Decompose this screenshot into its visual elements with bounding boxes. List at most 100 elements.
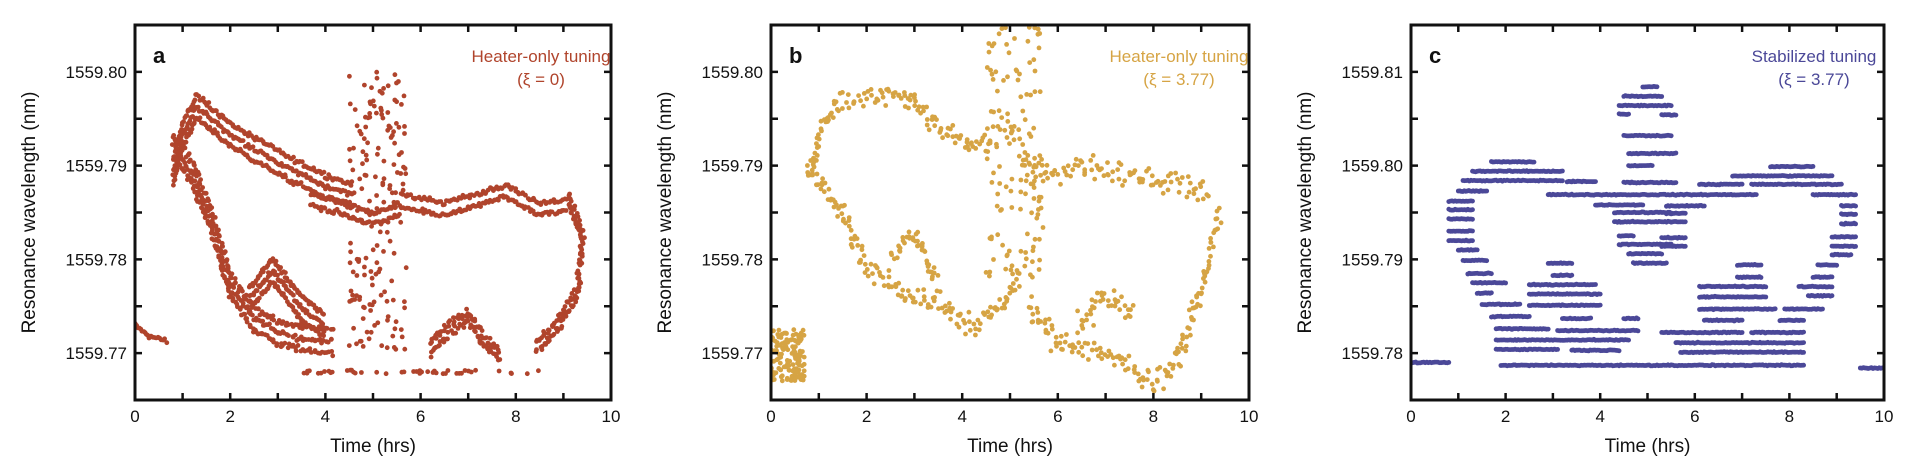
data-point [835, 214, 840, 219]
data-point [789, 337, 795, 342]
data-point [811, 164, 817, 170]
data-point [386, 123, 392, 129]
data-point [545, 327, 551, 333]
data-point [865, 273, 871, 279]
data-point [995, 306, 1000, 312]
data-point [1470, 198, 1475, 204]
data-point [351, 145, 356, 151]
data-point [849, 244, 855, 250]
panel-b: 0 2 4 6 8 101559.771559.781559.791559.80Time … [655, 23, 1258, 457]
data-point [1545, 326, 1551, 332]
data-point [304, 308, 310, 314]
data-point [260, 269, 266, 275]
data-point [346, 343, 352, 348]
data-point [870, 271, 875, 276]
data-point [359, 186, 365, 192]
data-point [1117, 307, 1123, 313]
data-point [950, 306, 955, 311]
data-point [1018, 189, 1024, 195]
data-point [1024, 92, 1030, 97]
data-point [1018, 248, 1024, 254]
data-point [999, 115, 1005, 120]
data-point [361, 136, 367, 142]
data-point [1185, 325, 1191, 331]
data-point [569, 291, 575, 296]
data-point [864, 267, 870, 272]
data-point [1031, 125, 1037, 131]
data-point [1025, 153, 1031, 158]
data-point [829, 110, 834, 116]
data-point [578, 245, 584, 251]
data-point [569, 210, 574, 216]
data-point [375, 145, 381, 151]
data-point [536, 368, 541, 374]
data-point [1474, 247, 1480, 253]
data-point [1027, 162, 1033, 167]
data-point [1053, 334, 1059, 340]
data-point [199, 206, 205, 211]
data-point [350, 167, 356, 173]
data-point [324, 326, 330, 331]
data-point [1003, 25, 1008, 31]
data-point [774, 357, 780, 363]
data-point [472, 318, 478, 324]
data-point [1130, 303, 1136, 308]
data-point [779, 351, 784, 357]
data-point [989, 71, 995, 77]
data-point [840, 90, 845, 95]
data-point [983, 270, 989, 275]
data-point [1682, 243, 1688, 249]
data-point [275, 272, 280, 278]
data-point [799, 363, 805, 369]
data-point [1035, 26, 1041, 32]
data-point [445, 336, 450, 342]
data-point [354, 341, 359, 347]
data-point [784, 358, 790, 363]
data-point [177, 162, 183, 168]
data-point [198, 187, 204, 193]
data-point [1165, 187, 1171, 193]
panel-c: 0 2 4 6 8 101559.781559.791559.801559.81Time … [1295, 23, 1893, 457]
data-point [977, 321, 983, 327]
data-point [1060, 347, 1065, 352]
data-point [846, 105, 852, 111]
data-point [974, 139, 979, 145]
data-point [891, 94, 896, 99]
data-point [534, 347, 539, 352]
data-point [1593, 179, 1598, 185]
data-point [1593, 282, 1598, 287]
data-point [840, 106, 845, 111]
data-point [981, 310, 986, 316]
data-point [1094, 347, 1099, 353]
data-point [776, 366, 782, 371]
data-point [1155, 178, 1161, 184]
data-point [898, 96, 904, 101]
data-point [1853, 244, 1858, 249]
data-point [359, 217, 365, 223]
data-point [786, 367, 792, 373]
data-point [468, 369, 474, 375]
data-point [1149, 381, 1155, 387]
data-point [1154, 377, 1160, 383]
data-point [996, 31, 1002, 37]
data-point [886, 274, 892, 280]
data-point [921, 108, 926, 114]
data-point [811, 159, 817, 165]
data-point [1191, 191, 1197, 197]
data-point [359, 370, 364, 375]
data-point [1020, 108, 1026, 114]
data-point [228, 275, 234, 281]
data-point [550, 324, 555, 329]
data-point [379, 112, 385, 117]
data-point [1206, 262, 1212, 268]
data-point [229, 271, 235, 277]
data-point [357, 297, 362, 302]
data-point [352, 107, 358, 112]
data-point [270, 313, 276, 319]
data-point [1178, 363, 1183, 369]
data-point [1135, 371, 1141, 377]
data-point [1597, 291, 1603, 297]
data-point [1489, 290, 1494, 296]
data-point [869, 92, 874, 98]
data-point [1018, 94, 1024, 100]
